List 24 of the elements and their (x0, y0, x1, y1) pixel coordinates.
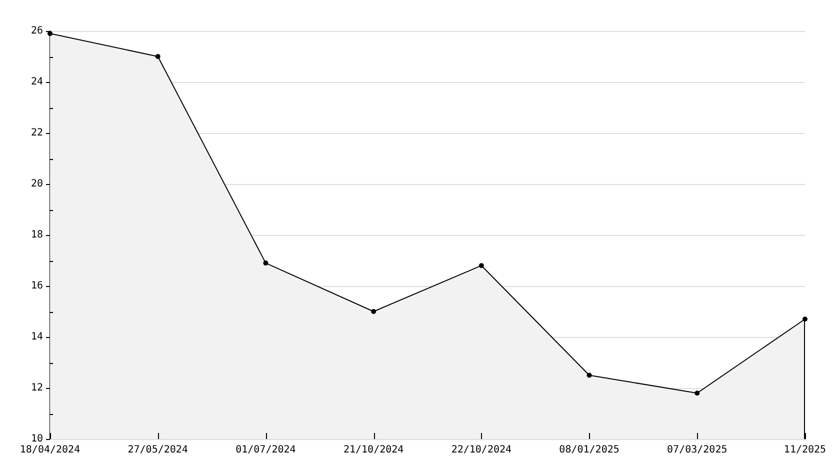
x-tick-label: 08/01/2025 (559, 444, 620, 456)
y-tick-label: 26 (30, 26, 43, 37)
x-tick-label: 11/2025 (784, 444, 826, 456)
y-tick-label: 10 (30, 434, 43, 445)
y-tick-label: 14 (30, 332, 43, 343)
point (694, 390, 700, 396)
point (802, 316, 808, 322)
y-tick-label: 20 (30, 178, 43, 190)
point (478, 263, 484, 268)
point (586, 372, 592, 378)
y-tick-label: 24 (30, 76, 43, 88)
y-tick-label: 16 (30, 280, 43, 292)
x-tick-label: 01/07/2024 (236, 444, 296, 456)
y-tick-label: 18 (30, 230, 43, 241)
x-tick-label: 27/05/2024 (128, 444, 188, 456)
y-tick-label: 12 (30, 382, 43, 394)
point (263, 260, 268, 266)
point (371, 309, 376, 314)
x-tick-label: 07/03/2025 (667, 444, 728, 456)
x-tick-label: 22/10/2024 (451, 444, 512, 456)
y-tick-label: 22 (30, 128, 43, 139)
x-tick-label: 21/10/2024 (343, 444, 404, 456)
x-tick-label: 18/04/2024 (20, 444, 80, 456)
point (155, 54, 160, 59)
